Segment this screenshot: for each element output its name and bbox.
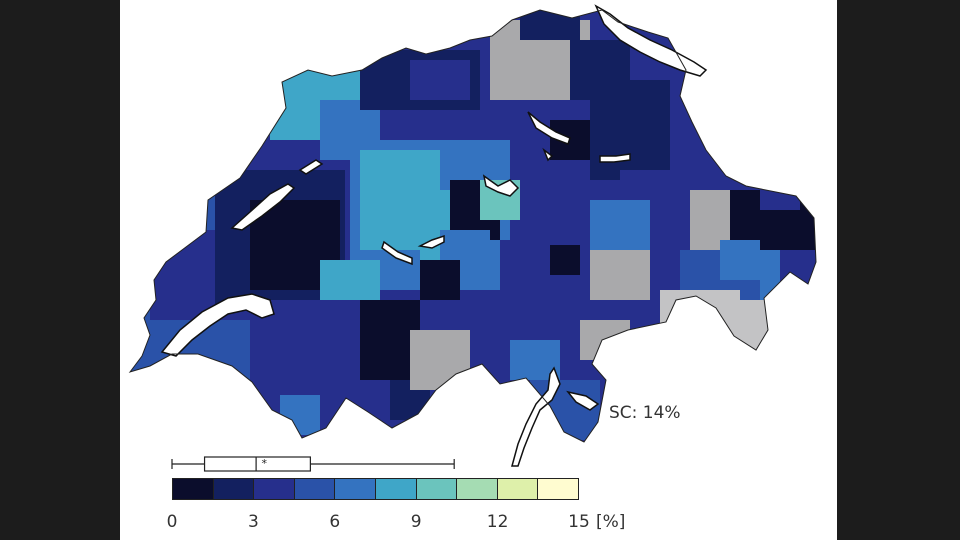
colorbar-bin <box>537 479 578 499</box>
lake-lucerne <box>482 174 520 197</box>
lake-zurich <box>527 111 571 145</box>
sc-annotation: SC: 14% <box>609 403 681 423</box>
colorbar-bin <box>253 479 294 499</box>
colorbar-bin <box>334 479 375 499</box>
boxplot-box <box>203 456 311 472</box>
colorbar-tick-label: 9 <box>410 512 422 532</box>
colorbar-bin <box>456 479 497 499</box>
lake-brienz <box>417 234 445 249</box>
colorbar <box>172 478 579 500</box>
lake-geneva <box>160 293 275 357</box>
colorbar-bin <box>173 479 213 499</box>
lake-thun <box>381 240 413 266</box>
colorbar-bin <box>374 479 416 499</box>
colorbar-tick-label: 12 <box>486 512 509 532</box>
lake-walen <box>599 153 631 163</box>
colorbar-unit: [%] <box>596 512 626 532</box>
country-outline <box>128 9 817 443</box>
colorbar-bin <box>212 479 254 499</box>
lake-lugano <box>566 390 600 411</box>
colorbar-tick-label: 6 <box>329 512 341 532</box>
switzerland-choropleth-map <box>128 4 817 467</box>
colorbar-tick-label: 3 <box>247 512 259 532</box>
colorbar-tick-label: 0 <box>166 512 178 532</box>
boxplot-mean-marker: * <box>262 457 268 470</box>
lake-maggiore <box>511 366 561 467</box>
colorbar-tick-label: 15 <box>568 512 590 532</box>
distribution-boxplot: * <box>171 456 455 472</box>
figure-panel: SC: 14% * 0 3 6 9 12 15 [%] <box>120 0 837 540</box>
colorbar-bin <box>496 479 538 499</box>
lake-constance <box>594 4 708 77</box>
lake-biel <box>298 159 324 175</box>
lakes <box>160 4 708 467</box>
colorbar-bin <box>415 479 457 499</box>
colorbar-bin <box>293 479 335 499</box>
lake-sihl <box>542 147 554 162</box>
lake-neuchatel <box>230 183 296 231</box>
